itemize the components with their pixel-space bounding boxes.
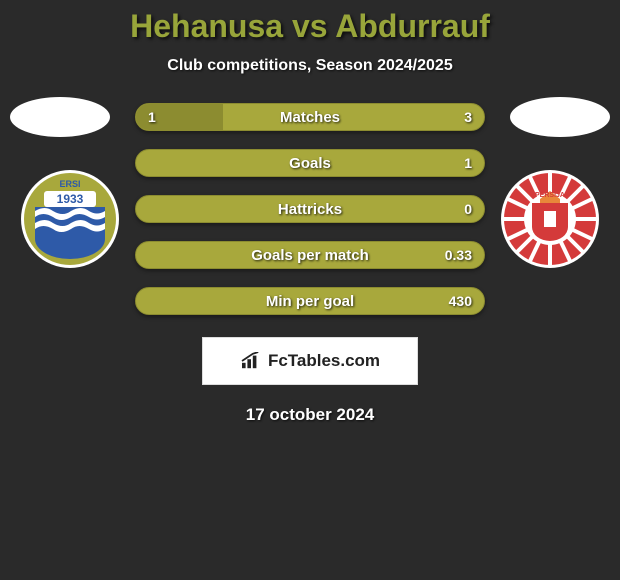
badge-year: 1933 [57, 192, 84, 206]
stat-label: Min per goal [266, 293, 354, 310]
player-avatar-right [510, 97, 610, 137]
stat-bar: Hattricks 0 [135, 195, 485, 223]
brand-text: FcTables.com [268, 351, 380, 371]
stat-value-right: 0.33 [445, 247, 472, 263]
brand-box[interactable]: FcTables.com [202, 337, 418, 385]
stat-label: Goals per match [251, 247, 369, 264]
chart-icon [240, 352, 262, 370]
stat-bar: 1 Matches 3 [135, 103, 485, 131]
subtitle: Club competitions, Season 2024/2025 [0, 57, 620, 75]
club-badge-right: PERSIJA [500, 169, 600, 269]
stat-label: Matches [280, 109, 340, 126]
stat-label: Hattricks [278, 201, 342, 218]
main-area: 1933 ERSI [0, 103, 620, 425]
stat-value-right: 3 [464, 109, 472, 125]
persija-badge-icon: PERSIJA [500, 169, 600, 269]
stat-label: Goals [289, 155, 331, 172]
stat-value-right: 0 [464, 201, 472, 217]
page-title: Hehanusa vs Abdurrauf [0, 8, 620, 45]
stat-value-left: 1 [148, 109, 156, 125]
stat-bar: Goals per match 0.33 [135, 241, 485, 269]
stat-bar: Min per goal 430 [135, 287, 485, 315]
stat-bars: 1 Matches 3 Goals 1 Hattricks 0 Goals per match… [135, 103, 485, 315]
persib-badge-icon: 1933 ERSI [20, 169, 120, 269]
date-label: 17 october 2024 [0, 405, 620, 425]
svg-text:ERSI: ERSI [59, 179, 80, 189]
stat-bar: Goals 1 [135, 149, 485, 177]
comparison-widget: Hehanusa vs Abdurrauf Club competitions,… [0, 0, 620, 425]
stat-value-right: 430 [449, 293, 472, 309]
svg-text:PERSIJA: PERSIJA [535, 192, 565, 199]
player-avatar-left [10, 97, 110, 137]
club-badge-left: 1933 ERSI [20, 169, 120, 269]
stat-value-right: 1 [464, 155, 472, 171]
